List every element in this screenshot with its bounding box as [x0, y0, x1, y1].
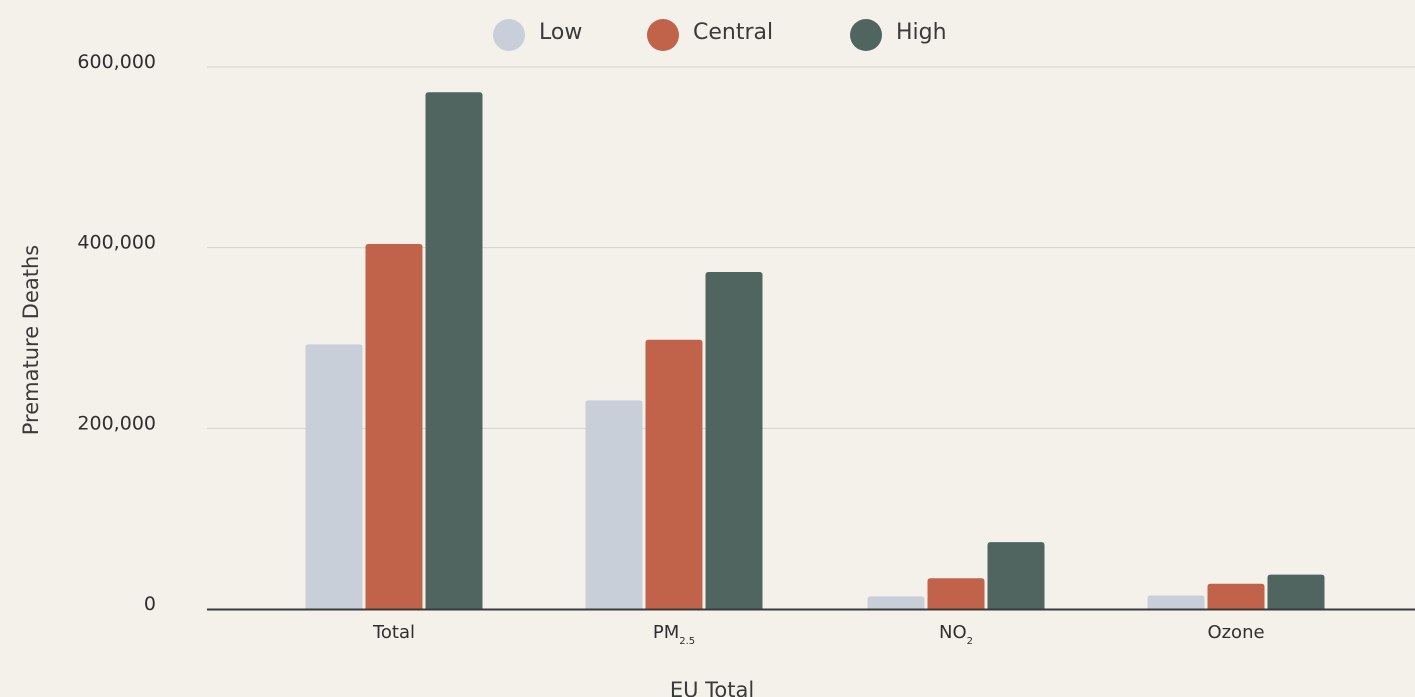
x-axis-categories: Total PM2.5 NO2 Ozone [372, 622, 1265, 647]
x-tick-subscript: 2.5 [679, 636, 695, 647]
y-axis-ticks: 0 200,000 400,000 600,000 [77, 51, 156, 615]
legend-label: Central [693, 20, 773, 45]
bar-high-ozone [1267, 574, 1325, 609]
bar-central-total [365, 244, 423, 609]
legend-label: Low [539, 20, 582, 45]
bar-low-ozone [1147, 595, 1205, 609]
x-tick-label: NO2 [939, 622, 973, 647]
x-axis-title: EU Total [670, 678, 754, 697]
bar-low-total [305, 344, 363, 609]
y-tick-label: 0 [144, 593, 156, 615]
x-tick-main: Total [372, 622, 415, 643]
legend-label: High [896, 20, 947, 45]
y-tick-label: 600,000 [77, 51, 156, 73]
x-tick-main: PM [653, 622, 679, 643]
x-tick-label: Ozone [1207, 622, 1264, 643]
y-tick-label: 400,000 [77, 232, 156, 254]
bar-low-pm [585, 400, 643, 609]
x-tick-main: NO [939, 622, 967, 643]
legend: Low Central High [493, 19, 947, 51]
x-tick-label: Total [372, 622, 415, 643]
bar-series [305, 92, 1325, 609]
bar-high-no [987, 542, 1045, 609]
legend-swatch-low [493, 19, 525, 51]
x-tick-subscript: 2 [967, 636, 973, 647]
legend-swatch-central [647, 19, 679, 51]
y-tick-label: 200,000 [77, 412, 156, 434]
x-tick-label: PM2.5 [653, 622, 695, 647]
bar-high-total [425, 92, 483, 609]
legend-swatch-high [850, 19, 882, 51]
bar-high-pm [705, 272, 763, 609]
y-axis-title: Premature Deaths [19, 245, 43, 435]
bar-central-pm [645, 339, 703, 609]
bar-low-no [867, 596, 925, 609]
bar-central-ozone [1207, 583, 1265, 609]
bar-central-no [927, 578, 985, 609]
x-tick-main: Ozone [1207, 622, 1264, 643]
